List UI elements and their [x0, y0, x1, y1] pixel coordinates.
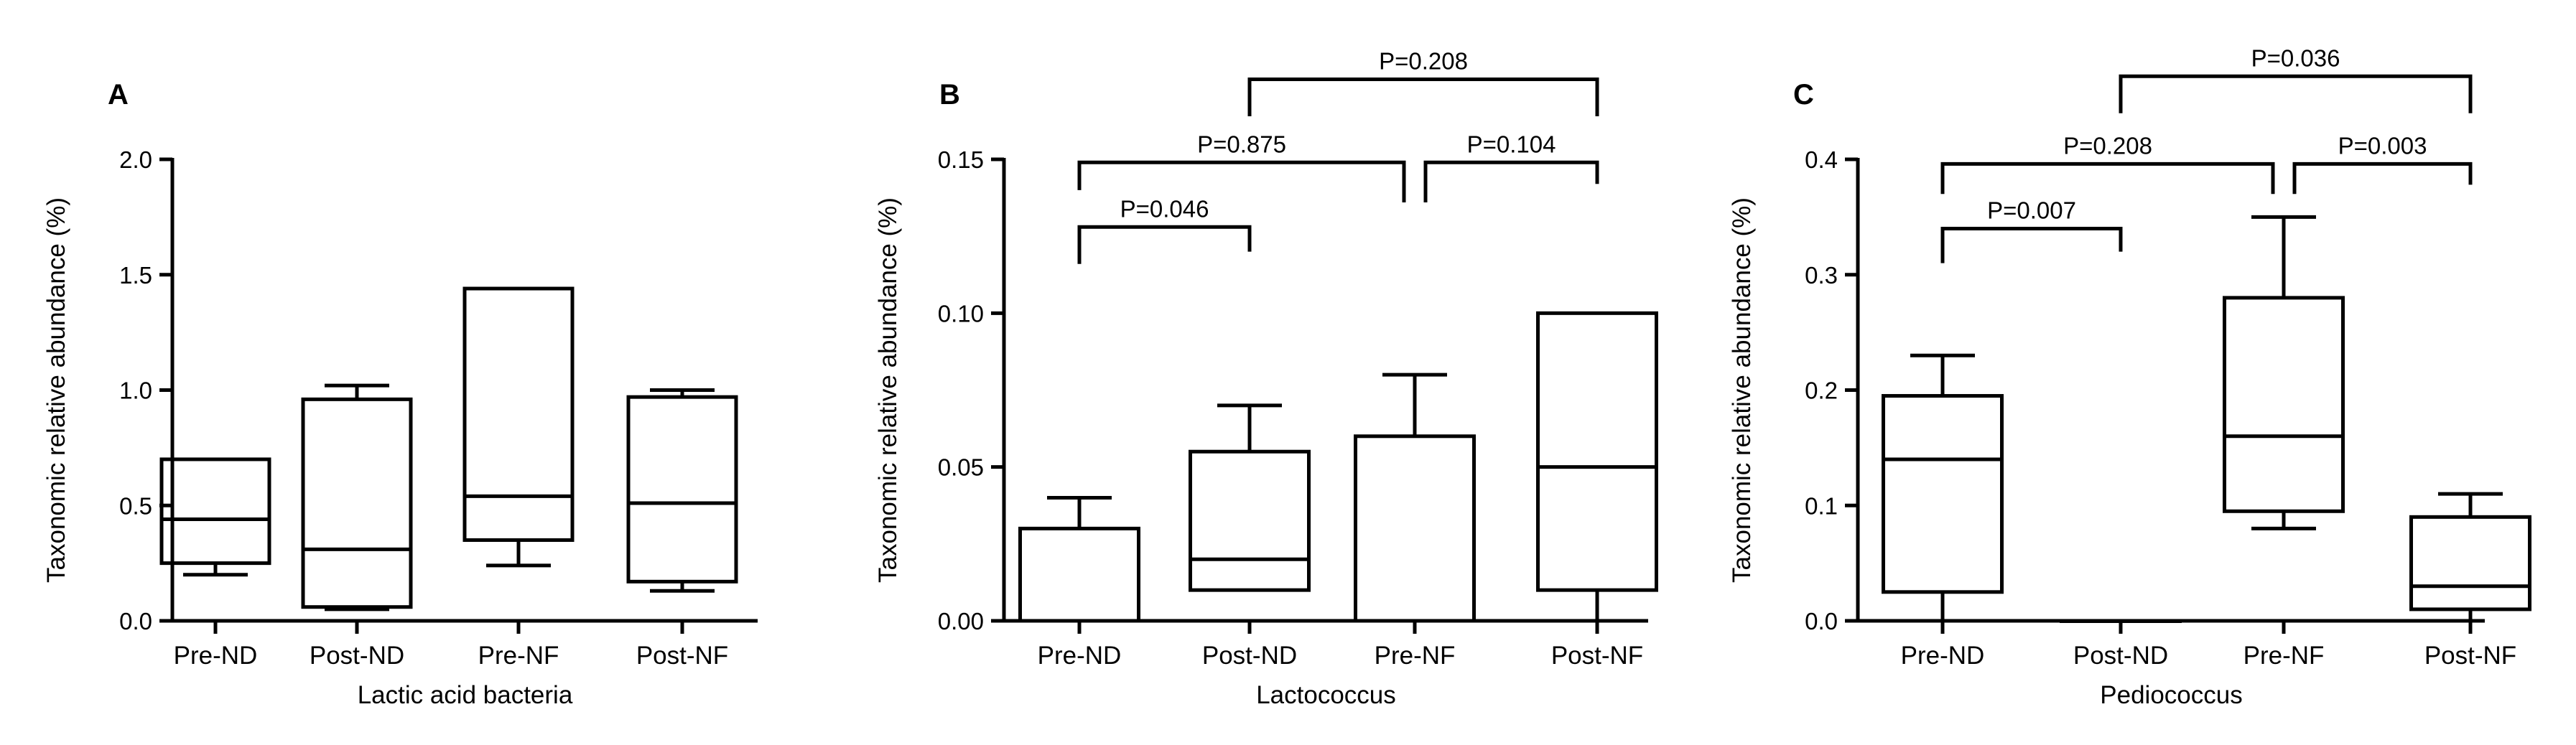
- panel-a: A 0.0 0.5 1.0 1.5 2.0 Pre-ND Post-ND Pre-NF Post-…: [42, 79, 758, 709]
- panel-label: B: [939, 79, 960, 111]
- iqr-box: [1189, 449, 1311, 592]
- panel-b: B 0.00 0.05 0.10 0.15 Pre-ND Post-ND Pre-NF Post…: [874, 48, 1658, 709]
- box-pre-nf: [1354, 372, 1476, 623]
- y-tick-label: 0.05: [938, 454, 984, 481]
- bracket-line: [2119, 74, 2473, 113]
- x-category-label: Pre-ND: [1901, 642, 1985, 670]
- y-tick-label: 0.0: [119, 608, 152, 634]
- significance-bracket: P=0.007: [1940, 197, 2123, 263]
- x-category-label: Post-NF: [1551, 642, 1643, 670]
- iqr-box: [2409, 515, 2531, 612]
- bracket-line: [2292, 161, 2473, 195]
- x-axis-title: Lactococcus: [1256, 681, 1396, 709]
- x-category-label: Pre-NF: [1375, 642, 1456, 670]
- box-post-nf: [626, 388, 738, 593]
- y-axis-title: Taxonomic relative abundance (%): [1728, 197, 1756, 583]
- y-tick-label: 0.15: [938, 146, 984, 173]
- box-post-nf: [1536, 311, 1658, 621]
- x-category-label: Post-NF: [636, 642, 728, 670]
- x-category-label: Pre-ND: [1038, 642, 1122, 670]
- y-tick-label: 2.0: [119, 146, 152, 173]
- iqr-box: [301, 397, 413, 609]
- x-category-label: Post-ND: [310, 642, 404, 670]
- y-tick-label: 1.0: [119, 378, 152, 404]
- box-pre-nd: [159, 457, 271, 577]
- y-axis-title: Taxonomic relative abundance (%): [42, 197, 70, 583]
- p-value-label: P=0.007: [1987, 197, 2076, 223]
- y-axis-title: Taxonomic relative abundance (%): [874, 197, 902, 583]
- x-category-label: Pre-NF: [2243, 642, 2325, 670]
- x-category-label: Post-ND: [1202, 642, 1297, 670]
- p-value-label: P=0.208: [2063, 132, 2152, 159]
- iqr-box: [1536, 311, 1658, 592]
- box-post-nd: [1189, 403, 1311, 592]
- panel-c: C 0.0 0.1 0.2 0.3 0.4 Pre-ND Post-ND Pre-NF Post-…: [1728, 44, 2531, 709]
- box-pre-nf: [2223, 215, 2345, 530]
- y-tick-label: 0.5: [119, 492, 152, 519]
- bracket-line: [1247, 78, 1599, 116]
- panel-label: C: [1793, 79, 1814, 111]
- x-category-label: Pre-NF: [478, 642, 559, 670]
- x-category-label: Pre-ND: [174, 642, 258, 670]
- iqr-box: [2223, 296, 2345, 513]
- y-tick-label: 1.5: [119, 262, 152, 289]
- bracket-line: [1940, 226, 2123, 263]
- box-pre-nd: [1018, 496, 1140, 623]
- bracket-line: [1423, 160, 1599, 203]
- y-tick-label: 0.3: [1805, 262, 1838, 289]
- x-axis-title: Pediococcus: [2100, 681, 2242, 709]
- x-axis-title: Lactic acid bacteria: [358, 681, 573, 709]
- panel-label: A: [108, 79, 129, 111]
- iqr-box: [159, 457, 271, 566]
- box-post-nf: [2409, 492, 2531, 621]
- x-category-label: Post-NF: [2424, 642, 2516, 670]
- y-tick-label: 0.4: [1805, 146, 1838, 173]
- significance-bracket: P=0.208: [1247, 48, 1599, 116]
- box-post-nd: [2060, 619, 2182, 623]
- box-post-nd: [301, 383, 413, 612]
- y-tick-label: 0.1: [1805, 492, 1838, 519]
- significance-bracket: P=0.875: [1077, 131, 1406, 203]
- box-pre-nf: [462, 286, 575, 568]
- iqr-box: [1018, 526, 1140, 623]
- iqr-box: [1882, 394, 2004, 594]
- significance-bracket: P=0.036: [2119, 44, 2473, 113]
- significance-bracket: P=0.046: [1077, 195, 1252, 264]
- y-tick-label: 0.10: [938, 300, 984, 327]
- significance-bracket: P=0.208: [1940, 132, 2275, 195]
- p-value-label: P=0.036: [2251, 44, 2340, 71]
- bracket-line: [1077, 225, 1252, 264]
- significance-bracket: P=0.104: [1423, 131, 1599, 203]
- bracket-line: [1940, 161, 2275, 195]
- significance-bracket: P=0.003: [2292, 132, 2473, 195]
- p-value-label: P=0.003: [2338, 132, 2427, 159]
- y-tick-label: 0.2: [1805, 378, 1838, 404]
- box-pre-nd: [1882, 353, 2004, 621]
- p-value-label: P=0.208: [1379, 48, 1468, 75]
- x-category-label: Post-ND: [2073, 642, 2168, 670]
- p-value-label: P=0.104: [1467, 131, 1556, 157]
- iqr-box: [1354, 434, 1476, 623]
- p-value-label: P=0.875: [1197, 131, 1286, 157]
- y-tick-label: 0.0: [1805, 608, 1838, 634]
- bracket-line: [1077, 160, 1406, 203]
- iqr-box: [626, 395, 738, 584]
- p-value-label: P=0.046: [1120, 195, 1209, 222]
- iqr-box: [462, 286, 575, 542]
- y-tick-label: 0.00: [938, 608, 984, 634]
